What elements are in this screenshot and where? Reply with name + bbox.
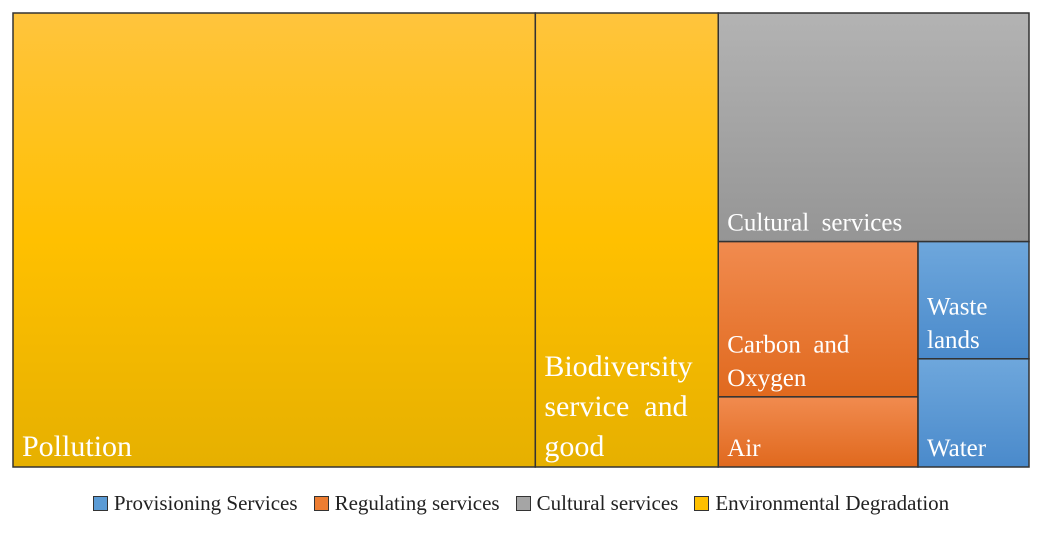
legend-item-provisioning: Provisioning Services [92,490,298,516]
tile-pollution [12,12,537,468]
legend-item-regulating: Regulating services [313,490,500,516]
tile-biodiversity-service-and-good [534,12,719,468]
legend-label-provisioning: Provisioning Services [113,490,298,515]
tile-air [717,396,919,468]
legend-item-cultural: Cultural services [515,490,679,516]
tile-label-carbon-and-oxygen: Carbon and Oxygen [727,332,850,392]
tile-label-pollution: Pollution [22,430,132,463]
tile-label-biodiversity-service-and-good: Biodiversity service and good [544,350,692,463]
tile-label-waste-lands: Waste lands [927,294,987,354]
tile-label-water: Water [927,435,987,462]
legend-swatch-provisioning [92,495,108,511]
treemap-chart: Pollution Biodiversity service and good Cult… [12,12,1030,468]
chart-legend: Provisioning Services Regulating service… [0,488,1042,518]
tile-cultural-services [717,12,1030,243]
tile-label-cultural-services: Cultural services [727,210,902,237]
legend-item-environmental: Environmental Degradation [694,491,949,516]
legend-label-regulating: Regulating services [334,490,500,515]
legend-swatch-regulating [313,495,329,511]
legend-swatch-cultural [515,495,531,511]
legend-label-cultural: Cultural services [536,490,679,515]
legend-label-environmental: Environmental Degradation [715,490,950,515]
legend-swatch-environmental [694,495,710,511]
tile-waste-lands [917,240,1030,360]
tile-water [917,358,1030,468]
tile-label-air: Air [727,435,761,462]
